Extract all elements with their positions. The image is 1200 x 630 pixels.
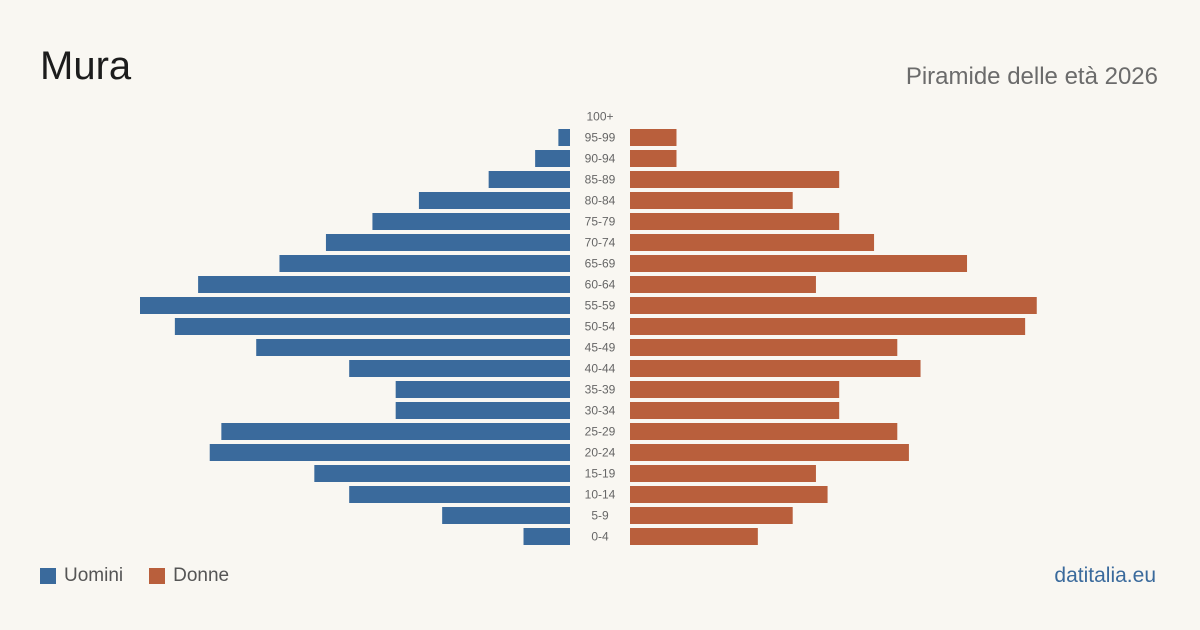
bar-men-20-24[interactable]	[209, 444, 570, 461]
age-label-60-64: 60-64	[585, 278, 616, 292]
age-label-45-49: 45-49	[585, 341, 616, 355]
bar-men-10-14[interactable]	[349, 486, 570, 503]
bar-women-65-69[interactable]	[630, 255, 968, 272]
bar-men-45-49[interactable]	[256, 339, 570, 356]
bar-men-25-29[interactable]	[221, 423, 570, 440]
chart-subtitle: Piramide delle età 2026	[905, 63, 1158, 90]
bar-women-45-49[interactable]	[630, 339, 898, 356]
bar-men-75-79[interactable]	[372, 213, 570, 230]
legend-swatch-men	[40, 568, 56, 584]
bar-women-35-39[interactable]	[630, 381, 840, 398]
legend-swatch-women	[149, 568, 166, 584]
bar-women-55-59[interactable]	[630, 297, 1037, 314]
age-label-65-69: 65-69	[585, 257, 616, 271]
bar-women-50-54[interactable]	[630, 318, 1026, 335]
age-label-100plus: 100+	[586, 110, 613, 124]
bar-men-35-39[interactable]	[395, 381, 570, 398]
bar-men-0-4[interactable]	[523, 528, 570, 545]
age-label-55-59: 55-59	[585, 299, 616, 313]
age-label-90-94: 90-94	[585, 152, 616, 166]
legend-item-men: Uomini	[40, 565, 123, 587]
bar-women-95-99[interactable]	[630, 129, 677, 146]
bar-women-75-79[interactable]	[630, 213, 840, 230]
bar-men-55-59[interactable]	[140, 297, 570, 314]
age-label-25-29: 25-29	[585, 425, 616, 439]
age-label-85-89: 85-89	[585, 173, 616, 187]
bar-men-85-89[interactable]	[488, 171, 570, 188]
bar-men-80-84[interactable]	[418, 192, 570, 209]
bar-women-15-19[interactable]	[630, 465, 816, 482]
age-label-70-74: 70-74	[585, 236, 616, 250]
bar-women-40-44[interactable]	[630, 360, 921, 377]
age-label-15-19: 15-19	[585, 467, 616, 481]
age-label-0-4: 0-4	[591, 530, 609, 544]
bar-men-5-9[interactable]	[442, 507, 570, 524]
age-label-95-99: 95-99	[585, 131, 616, 145]
bar-men-30-34[interactable]	[395, 402, 570, 419]
age-label-20-24: 20-24	[585, 446, 616, 460]
chart-title: Mura	[40, 44, 132, 88]
bar-men-40-44[interactable]	[349, 360, 570, 377]
age-label-30-34: 30-34	[585, 404, 616, 418]
age-label-50-54: 50-54	[585, 320, 616, 334]
bar-women-25-29[interactable]	[630, 423, 898, 440]
age-label-80-84: 80-84	[585, 194, 616, 208]
legend-item-women: Donne	[149, 565, 229, 587]
brand-link[interactable]: datitalia.eu	[1054, 564, 1156, 587]
legend-label-women: Donne	[173, 565, 230, 586]
bar-men-15-19[interactable]	[314, 465, 570, 482]
bar-men-50-54[interactable]	[174, 318, 570, 335]
legend: Uomini Donne	[40, 565, 255, 587]
bar-women-0-4[interactable]	[630, 528, 758, 545]
legend-label-men: Uomini	[64, 565, 124, 586]
age-label-10-14: 10-14	[585, 488, 616, 502]
bar-men-65-69[interactable]	[279, 255, 570, 272]
bar-women-10-14[interactable]	[630, 486, 828, 503]
bar-men-90-94[interactable]	[535, 150, 570, 167]
age-label-5-9: 5-9	[591, 509, 609, 523]
bar-men-95-99[interactable]	[558, 129, 570, 146]
bar-women-70-74[interactable]	[630, 234, 875, 251]
bar-men-70-74[interactable]	[325, 234, 570, 251]
bar-women-85-89[interactable]	[630, 171, 840, 188]
bar-women-20-24[interactable]	[630, 444, 909, 461]
bar-women-80-84[interactable]	[630, 192, 793, 209]
bar-men-60-64[interactable]	[198, 276, 571, 293]
bar-women-30-34[interactable]	[630, 402, 840, 419]
bar-women-5-9[interactable]	[630, 507, 793, 524]
bar-women-60-64[interactable]	[630, 276, 816, 293]
age-label-75-79: 75-79	[585, 215, 616, 229]
bar-women-90-94[interactable]	[630, 150, 677, 167]
age-label-35-39: 35-39	[585, 383, 616, 397]
age-label-40-44: 40-44	[585, 362, 616, 376]
